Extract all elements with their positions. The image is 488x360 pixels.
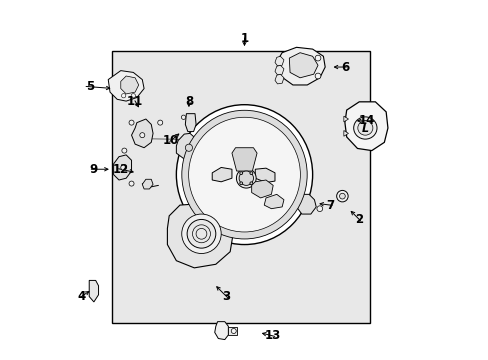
Circle shape	[239, 172, 242, 175]
Text: 11: 11	[127, 95, 143, 108]
Circle shape	[181, 115, 185, 120]
Polygon shape	[264, 194, 284, 209]
Polygon shape	[289, 53, 317, 78]
Polygon shape	[296, 194, 316, 214]
Ellipse shape	[176, 105, 312, 244]
Circle shape	[314, 55, 320, 61]
Text: 8: 8	[184, 95, 193, 108]
Circle shape	[316, 206, 322, 212]
Ellipse shape	[182, 110, 306, 239]
Polygon shape	[185, 114, 196, 132]
Circle shape	[336, 190, 347, 202]
Polygon shape	[231, 148, 257, 171]
Ellipse shape	[182, 214, 221, 253]
Text: 13: 13	[264, 329, 281, 342]
Text: 2: 2	[354, 213, 363, 226]
Circle shape	[249, 182, 252, 185]
Text: 3: 3	[222, 290, 230, 303]
Polygon shape	[176, 134, 198, 158]
Polygon shape	[121, 76, 139, 94]
Text: 10: 10	[163, 134, 179, 147]
Circle shape	[239, 182, 242, 185]
Polygon shape	[251, 180, 273, 198]
Circle shape	[140, 133, 144, 138]
Ellipse shape	[357, 121, 372, 135]
Ellipse shape	[353, 117, 376, 139]
Circle shape	[185, 144, 192, 151]
Polygon shape	[131, 119, 153, 148]
Text: 9: 9	[90, 163, 98, 176]
Circle shape	[314, 73, 320, 79]
Polygon shape	[89, 280, 99, 302]
Circle shape	[187, 220, 215, 248]
Polygon shape	[343, 131, 348, 136]
Circle shape	[121, 94, 125, 98]
Text: 14: 14	[358, 114, 374, 127]
Polygon shape	[274, 56, 284, 66]
Circle shape	[129, 120, 134, 125]
Polygon shape	[214, 321, 228, 339]
Bar	[112, 51, 369, 323]
Polygon shape	[274, 74, 284, 84]
Circle shape	[249, 172, 252, 175]
Polygon shape	[212, 167, 231, 182]
Circle shape	[158, 120, 163, 125]
Polygon shape	[274, 65, 284, 75]
Text: 5: 5	[86, 80, 94, 93]
Ellipse shape	[188, 117, 300, 232]
Polygon shape	[167, 203, 233, 268]
Circle shape	[339, 193, 345, 199]
Circle shape	[129, 181, 134, 186]
Ellipse shape	[239, 171, 253, 185]
Ellipse shape	[236, 168, 256, 188]
Polygon shape	[142, 179, 153, 189]
Polygon shape	[344, 102, 387, 150]
Polygon shape	[113, 155, 131, 180]
Text: 1: 1	[240, 32, 248, 45]
Circle shape	[121, 165, 126, 170]
Circle shape	[131, 94, 135, 98]
Text: 7: 7	[326, 199, 334, 212]
Text: 6: 6	[340, 60, 348, 73]
Text: 12: 12	[112, 163, 129, 176]
Text: L: L	[361, 124, 368, 134]
Polygon shape	[108, 71, 144, 101]
Polygon shape	[343, 116, 348, 122]
Circle shape	[122, 148, 126, 153]
Circle shape	[231, 328, 236, 333]
Polygon shape	[255, 168, 274, 183]
Polygon shape	[276, 47, 325, 85]
Text: 4: 4	[77, 290, 85, 303]
Polygon shape	[228, 327, 237, 335]
